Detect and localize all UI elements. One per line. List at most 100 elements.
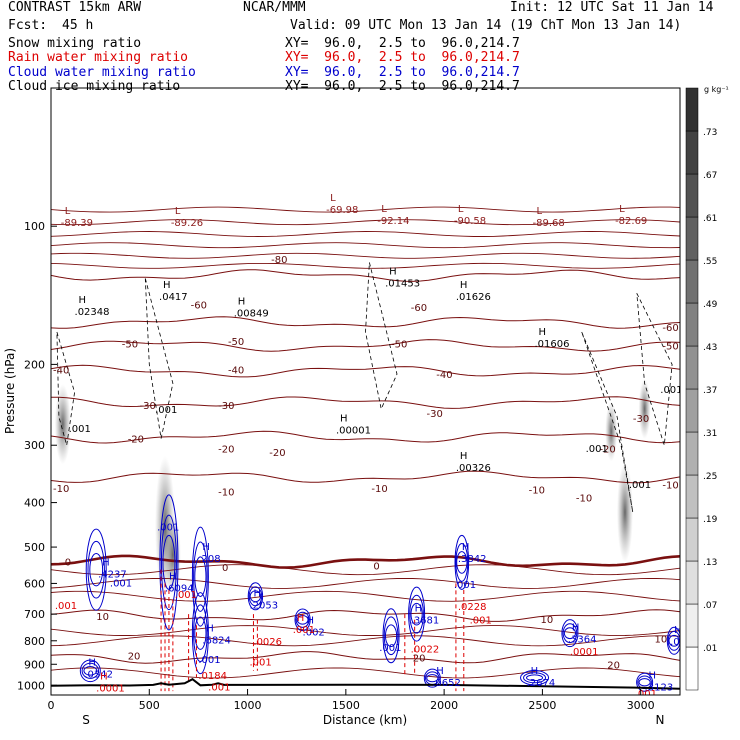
extremum-value-label: .001 xyxy=(629,480,651,491)
temperature-contour xyxy=(51,242,680,249)
cloud-water-contour xyxy=(249,590,262,603)
x-tick-label: 1000 xyxy=(234,699,262,712)
temperature-contour-label: -50 xyxy=(228,337,244,348)
extremum-marker: H xyxy=(436,666,444,677)
extremum-value-label: .0417 xyxy=(159,292,188,303)
snow-shading xyxy=(638,378,651,439)
extremum-value-label: .001 xyxy=(157,522,179,533)
temperature-contour-label: 10 xyxy=(654,634,667,645)
extremum-marker: H xyxy=(100,671,108,682)
colorbar-level-label: .13 xyxy=(703,558,717,568)
x-tick-label: 0 xyxy=(48,699,55,712)
colorbar-level-label: .43 xyxy=(703,343,717,353)
cloud-ice-contour xyxy=(636,293,673,446)
snow-shading xyxy=(616,462,633,563)
temperature-contour-label: -60 xyxy=(411,303,427,314)
extremum-marker: L xyxy=(175,206,181,217)
temperature-contour-label: -30 xyxy=(139,401,155,412)
extremum-marker: H xyxy=(307,615,315,626)
colorbar-swatch xyxy=(685,345,699,390)
temperature-contour-label: -50 xyxy=(391,339,407,350)
extremum-marker: H xyxy=(169,571,177,582)
cloud-water-contour xyxy=(526,674,544,682)
extremum-marker: H xyxy=(538,327,546,338)
extremum-value-label: .001 xyxy=(110,578,132,589)
cloud-water-contour xyxy=(426,674,439,683)
cloud-water-contour xyxy=(455,543,469,582)
y-tick-label: 600 xyxy=(24,577,45,590)
cloud-water-contour xyxy=(638,678,651,687)
extremum-value-label: .001 xyxy=(69,424,91,435)
y-tick-label: 400 xyxy=(24,497,45,510)
temperature-contour xyxy=(51,219,680,226)
cloud-water-contour xyxy=(409,594,424,634)
cloud-water-contour xyxy=(79,659,101,683)
x-axis-label: Distance (km) xyxy=(323,713,407,727)
extremum-value-label: .0342 xyxy=(84,670,113,681)
extremum-value-label: -82.69 xyxy=(615,216,647,227)
temperature-contour xyxy=(51,470,680,484)
cloud-water-contour xyxy=(666,626,680,655)
temperature-contour-label: 20 xyxy=(413,654,426,665)
cloud-water-contour xyxy=(194,556,207,597)
temperature-contour-label: -10 xyxy=(576,494,592,505)
x-end-label-north: N xyxy=(656,713,665,727)
cloud-ice-contour xyxy=(581,331,634,513)
cloud-water-contour xyxy=(668,634,680,647)
temperature-contour xyxy=(51,262,680,269)
extremum-value-label: .01606 xyxy=(534,339,569,350)
y-tick-label: 700 xyxy=(24,608,45,621)
cloud-water-contour xyxy=(194,616,207,650)
extremum-value-label: -89.26 xyxy=(171,218,203,229)
temperature-contour xyxy=(51,577,680,589)
field-name-snow: Snow mixing ratio xyxy=(8,36,142,51)
extremum-value-label: .02348 xyxy=(75,307,110,318)
temperature-contour-label: -50 xyxy=(662,342,678,353)
temperature-contour-label: -60 xyxy=(662,323,678,334)
colorbar-unit: g kg⁻¹ xyxy=(704,85,729,94)
cloud-water-contour xyxy=(520,670,550,686)
field-name-rain: Rain water mixing ratio xyxy=(8,50,189,65)
extremum-marker: H xyxy=(340,414,348,425)
extremum-marker: H xyxy=(460,451,468,462)
extremum-value-label: .001 xyxy=(55,601,77,612)
cloud-water-contour xyxy=(191,526,209,627)
field-xy-cloud-water: XY= 96.0, 2.5 to 96.0,214.7 xyxy=(285,65,520,80)
temperature-contour-label: 10 xyxy=(540,615,553,626)
extremum-value-label: .208 xyxy=(198,554,220,565)
temperature-contour xyxy=(51,231,680,237)
temperature-contour-label: -10 xyxy=(662,480,678,491)
extremum-marker: H xyxy=(79,295,87,306)
temperature-contour-label: -30 xyxy=(218,401,234,412)
extremum-value-label: .001 xyxy=(470,616,492,627)
extremum-value-label: .008 xyxy=(670,637,692,648)
cloud-water-contour xyxy=(563,627,577,640)
extremum-value-label: .3842 xyxy=(458,554,487,565)
extremum-value-label: .001 xyxy=(249,658,271,669)
cloud-water-contour xyxy=(191,592,209,675)
colorbar-swatch xyxy=(685,87,699,132)
extremum-marker: H xyxy=(649,670,657,681)
cloud-water-contour xyxy=(561,619,579,648)
extremum-value-label: .001 xyxy=(660,385,682,396)
temperature-contour-label: -20 xyxy=(269,448,285,459)
temperature-contour-label: 0 xyxy=(65,558,71,569)
colorbar-level-label: .49 xyxy=(703,300,718,310)
extremum-value-label: .4237 xyxy=(98,570,127,581)
temperature-contour xyxy=(51,316,680,329)
plot-frame xyxy=(50,87,681,696)
temperature-contour-label: 20 xyxy=(607,660,620,671)
extremum-value-label: .0022 xyxy=(411,644,440,655)
cloud-water-contour xyxy=(162,534,176,590)
extremum-value-label: .2053 xyxy=(249,600,278,611)
colorbar-swatch xyxy=(685,173,699,218)
colorbar-swatch xyxy=(685,216,699,261)
extremum-marker: H xyxy=(460,280,468,291)
extremum-value-label: .0652 xyxy=(432,678,461,689)
cloud-water-contour xyxy=(456,551,468,574)
extremum-marker: H xyxy=(102,558,110,569)
y-tick-label: 500 xyxy=(24,541,45,554)
extremum-value-label: .0184 xyxy=(198,671,227,682)
colorbar-level-label: .01 xyxy=(703,644,717,654)
temperature-contour-label: -30 xyxy=(633,414,649,425)
